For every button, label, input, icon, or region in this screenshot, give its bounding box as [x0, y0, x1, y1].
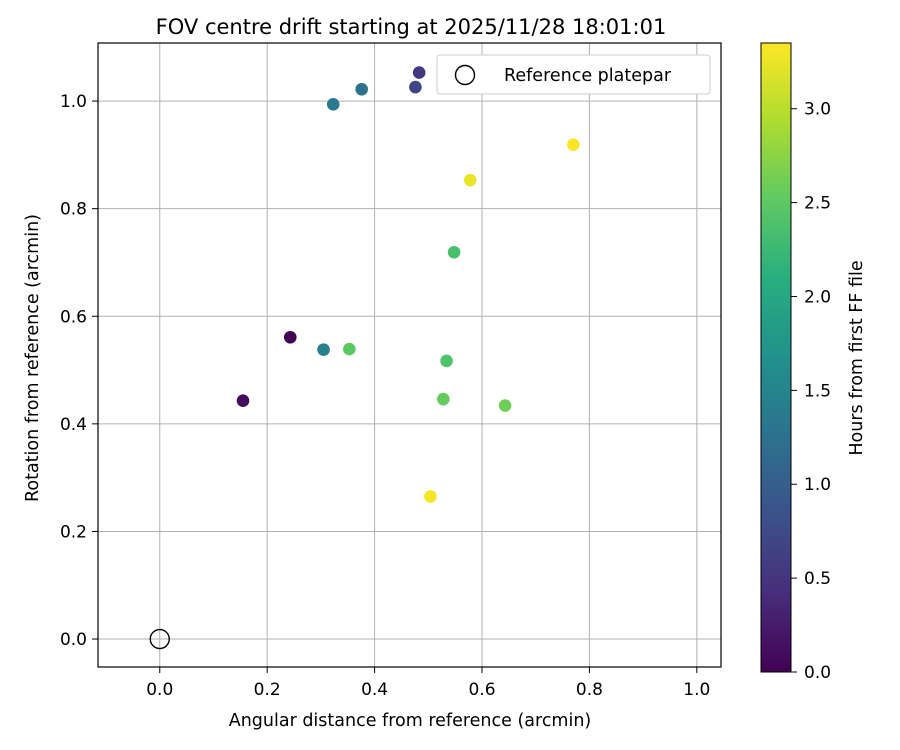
data-point: [424, 490, 437, 503]
y-tick-label: 0.2: [60, 522, 87, 542]
data-point: [437, 392, 450, 406]
colorbar-gradient: [760, 42, 792, 673]
data-point: [409, 80, 422, 94]
x-tick-label: 0.2: [254, 680, 281, 700]
data-point: [447, 245, 461, 259]
x-axis-ticks: 0.0 0.2 0.4 0.6 0.8 1.0: [146, 667, 710, 700]
legend-box: [436, 54, 711, 95]
legend: Reference platepar: [436, 54, 711, 95]
data-point: [498, 399, 512, 412]
y-tick-label: 1.0: [60, 92, 87, 112]
data-point: [343, 342, 356, 356]
x-tick-label: 0.0: [146, 680, 173, 700]
data-point: [236, 394, 250, 408]
colorbar-label: Hours from first FF file: [847, 260, 867, 455]
y-tick-label: 0.8: [60, 200, 87, 220]
x-axis-label: Angular distance from reference (arcmin): [229, 711, 592, 731]
legend-marker: [454, 64, 476, 86]
data-point: [317, 343, 330, 356]
legend-label: Reference platepar: [504, 66, 672, 86]
x-tick-label: 0.6: [468, 680, 495, 700]
data-point: [412, 66, 426, 79]
y-tick-label: 0.4: [60, 415, 87, 435]
data-point: [355, 82, 369, 96]
data-point: [463, 173, 477, 187]
x-tick-label: 0.8: [576, 680, 603, 700]
colorbar-tick-label: 3.0: [804, 100, 831, 120]
plot-frame: [97, 42, 722, 668]
colorbar: 0.0 0.5 1.0 1.5 2.0 2.5 3.0 Hours from first F…: [760, 42, 867, 683]
colorbar-tick-label: 0.5: [804, 569, 831, 589]
colorbar-tick-label: 1.5: [804, 381, 831, 401]
colorbar-tick-label: 1.0: [804, 475, 831, 495]
x-tick-label: 1.0: [683, 680, 710, 700]
grid: [98, 43, 721, 667]
data-point: [440, 354, 453, 368]
colorbar-ticks: 0.0 0.5 1.0 1.5 2.0 2.5 3.0: [791, 100, 831, 683]
colorbar-tick-label: 0.0: [804, 663, 831, 683]
data-point: [283, 330, 297, 344]
reference-platepar-marker: [149, 628, 170, 650]
colorbar-tick-label: 2.5: [804, 194, 831, 214]
data-point: [567, 138, 580, 151]
x-tick-label: 0.4: [361, 680, 388, 700]
colorbar-tick-label: 2.0: [804, 287, 831, 307]
scatter-points: [236, 66, 580, 503]
y-tick-label: 0.6: [60, 307, 87, 327]
chart-title: FOV centre drift starting at 2025/11/28 …: [156, 15, 667, 39]
y-tick-label: 0.0: [60, 630, 87, 650]
y-axis-label: Rotation from reference (arcmin): [23, 214, 43, 502]
y-axis-ticks: 0.0 0.2 0.4 0.6 0.8 1.0: [60, 92, 98, 650]
data-point: [326, 98, 340, 111]
